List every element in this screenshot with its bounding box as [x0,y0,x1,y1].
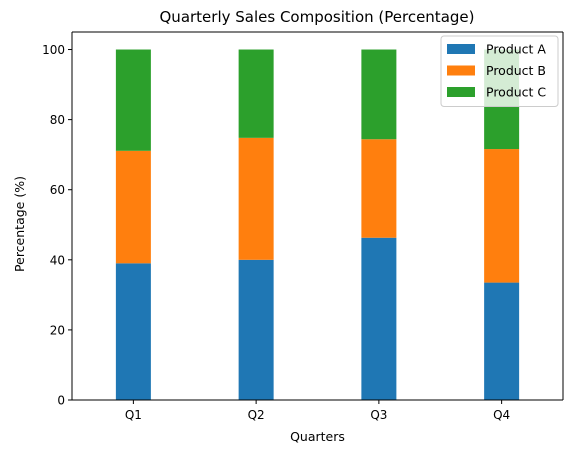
y-tick-label: 20 [50,323,65,337]
bar-segment-q1-series-1 [115,263,151,400]
bar-segment-q3-series-3 [361,49,397,140]
x-tick-label-q2: Q2 [248,408,265,422]
bar-segment-q2-series-1 [238,259,274,400]
y-tick-label: 100 [42,43,65,57]
bar-segment-q3-series-2 [361,139,397,238]
bar-segment-q3-series-1 [361,237,397,400]
bar-segment-q1-series-2 [115,150,151,264]
bar-segment-q1-series-3 [115,49,151,151]
x-tick-label-q4: Q4 [493,408,510,422]
x-tick-label-q1: Q1 [125,408,142,422]
y-tick-label: 80 [50,113,65,127]
x-tick-label-q3: Q3 [370,408,387,422]
legend-label-series-1: Product A [486,42,546,57]
bar-segment-q2-series-3 [238,49,274,138]
y-tick-label: 40 [50,253,65,267]
y-axis-label: Percentage (%) [12,176,27,272]
axes-layer: 0 20 40 60 80 100 Q1 Q2 Q3 Q4 [42,31,564,422]
bar-segment-q4-series-2 [484,149,520,283]
legend: Product A Product B Product C [440,35,559,107]
y-tick-label: 60 [50,183,65,197]
bar-segment-q2-series-2 [238,137,274,260]
legend-label-series-3: Product C [486,85,546,100]
legend-swatch-series-2 [447,65,475,76]
legend-label-series-2: Product B [486,63,546,78]
bars-layer [115,49,520,400]
chart-title: Quarterly Sales Composition (Percentage) [160,8,475,26]
legend-swatch-series-3 [447,87,475,97]
bar-segment-q4-series-1 [484,282,520,400]
y-tick-label: 0 [57,394,65,408]
x-axis-label: Quarters [290,429,345,444]
legend-swatch-series-1 [447,44,475,54]
